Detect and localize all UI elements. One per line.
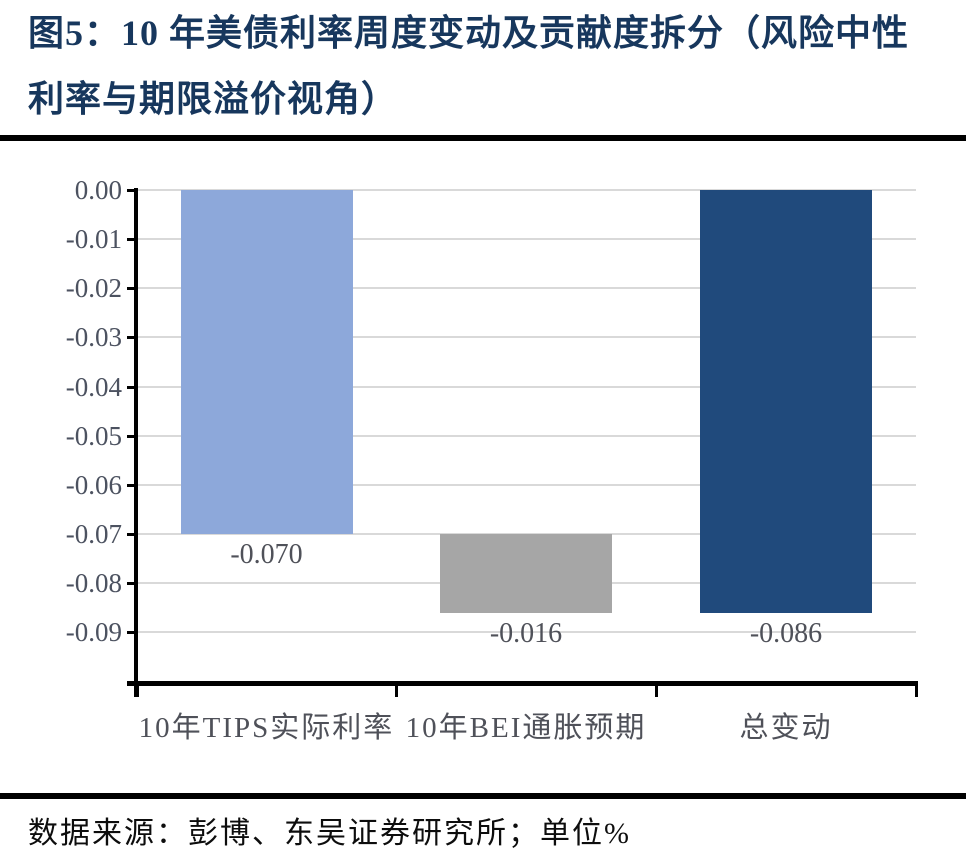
bar-value-label: -0.086 [749, 617, 823, 649]
y-axis-label: -0.04 [65, 371, 122, 402]
y-axis-label: -0.03 [65, 322, 122, 353]
category-label: 10年BEI通胀预期 [405, 712, 647, 744]
chart-gridline [137, 385, 916, 388]
bar-value-label: -0.070 [230, 539, 303, 571]
y-axis-tick [127, 631, 137, 635]
chart-gridline [137, 189, 916, 191]
category-label: 10年TIPS实际利率 [138, 712, 395, 744]
figure-title-line2: 利率与期限溢价视角） [28, 79, 399, 119]
y-axis-tick [127, 434, 137, 438]
chart-bar [700, 190, 872, 613]
x-axis-line [127, 681, 917, 686]
figure-title: 图5：10 年美债利率周度变动及贡献度拆分（风险中性 利率与期限溢价视角） [28, 0, 960, 132]
chart-gridline [137, 238, 916, 241]
y-axis-tick [127, 385, 137, 389]
source-note: 数据来源：彭博、东吴证券研究所；单位% [28, 817, 631, 850]
y-axis-label: -0.07 [65, 519, 122, 550]
category-label: 总变动 [739, 712, 833, 744]
y-axis-label: -0.06 [65, 469, 122, 500]
waterfall-bar-chart: -0.070 -0.016 -0.086 0.00 -0.01 -0.02 -0.03 -0.… [65, 175, 918, 744]
y-axis-label: -0.02 [65, 273, 122, 304]
chart-bar [440, 534, 612, 613]
y-axis-label: -0.01 [65, 224, 122, 255]
x-axis-tick [915, 681, 918, 697]
y-axis-tick [127, 336, 137, 340]
x-axis-tick [395, 681, 398, 697]
y-axis-tick [127, 238, 137, 242]
y-axis-label: -0.08 [65, 568, 122, 599]
x-axis-tick [136, 681, 139, 697]
y-axis-tick [127, 533, 137, 537]
y-axis-tick [127, 189, 137, 192]
y-axis-tick [127, 483, 137, 487]
y-axis-tick [127, 582, 137, 586]
y-axis-label: -0.09 [65, 617, 122, 648]
chart-gridline [137, 287, 916, 290]
chart-gridline [137, 483, 916, 486]
chart-gridline [137, 631, 916, 634]
chart-gridline [137, 336, 916, 339]
y-axis-label: 0.00 [74, 175, 122, 205]
chart-bar [180, 190, 353, 535]
bar-value-label: -0.016 [489, 617, 563, 649]
figure-title-line1: 图5：10 年美债利率周度变动及贡献度拆分（风险中性 [28, 13, 910, 53]
y-axis-line [134, 188, 138, 697]
chart-gridline [137, 434, 916, 437]
title-separator-rule [0, 135, 966, 141]
x-axis-tick [655, 681, 658, 697]
y-axis-label: -0.05 [65, 420, 122, 451]
footer-separator-rule [0, 793, 966, 799]
y-axis-tick [127, 287, 137, 291]
